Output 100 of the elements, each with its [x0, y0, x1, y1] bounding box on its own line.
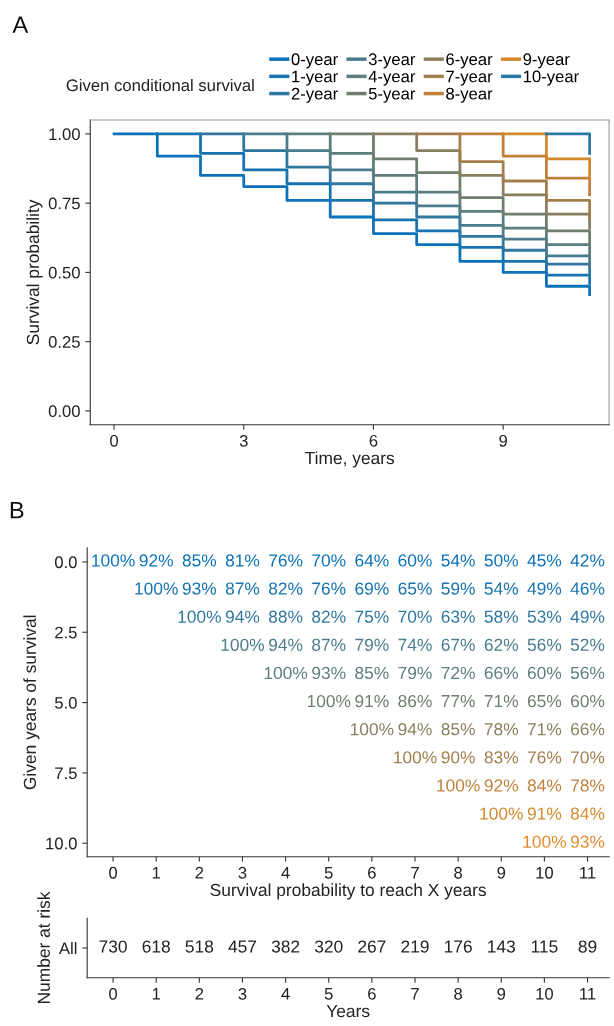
x-tick-label: 11 [580, 867, 596, 879]
data-label: 65% [398, 582, 432, 595]
x-tick-label: 10 [536, 866, 554, 879]
legend-label: 9-year [523, 53, 570, 69]
y-tick-label: 0.25 [48, 336, 80, 348]
x-tick-label: 8 [454, 987, 463, 1000]
x-tick-label: 4 [281, 988, 290, 1000]
data-label: 93% [312, 666, 346, 680]
data-label: 76% [312, 582, 346, 595]
data-label: 60% [527, 666, 562, 680]
x-axis-title: Years [326, 1005, 370, 1018]
x-tick-label: 0 [110, 434, 119, 447]
data-label: 82% [268, 582, 303, 595]
y-tick-label: 0.0 [54, 556, 77, 569]
legend-label: 4-year [368, 70, 416, 86]
data-label: 92% [139, 554, 173, 567]
data-label: 65% [527, 694, 562, 708]
data-label: 69% [355, 582, 389, 595]
x-tick-label: 3 [238, 987, 247, 1000]
x-tick-label: 3 [239, 434, 248, 447]
data-label: 59% [441, 582, 475, 595]
chart-title: A [12, 16, 29, 33]
x-tick-label: 9 [499, 434, 508, 447]
data-label: 100% [523, 835, 566, 848]
y-tick-label: 0.50 [48, 266, 80, 279]
data-label: 94% [225, 610, 260, 623]
data-label: 93% [570, 835, 605, 848]
data-label: 88% [268, 610, 303, 623]
data-label: 79% [355, 638, 389, 651]
legend-label: 7-year [446, 70, 493, 86]
data-label: 518 [185, 940, 214, 953]
data-label: 618 [142, 940, 170, 953]
legend-label: 3-year [368, 53, 416, 69]
data-label: 76% [269, 554, 303, 567]
data-label: 93% [182, 582, 217, 595]
x-tick-label: 2 [195, 987, 204, 1000]
data-label: 60% [571, 694, 605, 708]
legend-label: 0-year [291, 53, 338, 69]
data-label: 78% [484, 723, 519, 736]
x-tick-label: 3 [238, 866, 247, 879]
data-label: 71% [484, 695, 519, 708]
data-label: 100% [178, 610, 221, 623]
data-label: 79% [398, 666, 432, 680]
data-label: 82% [312, 610, 346, 623]
x-axis-title: Survival probability to reach X years [210, 883, 486, 900]
x-tick-label: 9 [497, 987, 506, 1000]
data-label: 87% [312, 638, 346, 651]
data-label: 53% [527, 610, 562, 623]
x-tick-label: 0 [109, 987, 118, 1000]
data-label: 92% [484, 779, 519, 792]
x-tick-label: 6 [368, 866, 376, 879]
y-tick-label: 1.00 [49, 128, 80, 141]
y-tick-label: 0.00 [48, 405, 80, 418]
legend-label: 8-year [446, 87, 493, 103]
y-tick-label: 10.0 [46, 837, 77, 850]
data-label: 64% [355, 554, 389, 567]
data-label: 90% [441, 751, 475, 764]
data-label: 176 [444, 940, 472, 953]
data-label: 70% [398, 610, 432, 623]
data-label: 49% [527, 582, 562, 595]
chart-title: B [10, 502, 24, 519]
x-tick-label: 7 [411, 867, 419, 879]
x-tick-label: 1 [152, 988, 161, 1000]
data-label: 54% [441, 554, 475, 567]
data-label: 87% [225, 582, 260, 595]
data-label: 67% [441, 638, 475, 651]
x-tick-label: 7 [411, 988, 419, 1000]
y-tick-label: 5.0 [54, 696, 77, 709]
x-tick-label: 1 [152, 867, 161, 879]
data-label: 457 [228, 940, 257, 953]
data-label: 382 [271, 940, 300, 953]
data-label: 42% [570, 554, 605, 567]
legend-label: 5-year [368, 87, 416, 103]
x-tick-label: 0 [109, 866, 118, 879]
data-label: 100% [307, 694, 351, 708]
data-label: 85% [355, 666, 389, 680]
data-label: 70% [571, 751, 605, 764]
data-label: 83% [484, 751, 519, 764]
legend-label: 10-year [523, 70, 579, 86]
data-label: 219 [401, 940, 429, 953]
data-label: 85% [441, 723, 475, 736]
data-label: 267 [358, 940, 386, 953]
data-label: 86% [398, 694, 432, 708]
y-axis-title: Number at risk [37, 891, 50, 1004]
data-label: 66% [571, 723, 605, 736]
data-label: 94% [269, 638, 303, 651]
data-label: 91% [355, 694, 389, 708]
legend-label: 6-year [446, 53, 493, 69]
data-label: 100% [394, 751, 437, 764]
data-label: 63% [441, 610, 475, 623]
legend-label: 2-year [291, 87, 338, 103]
x-tick-label: 10 [536, 987, 554, 1000]
y-tick-label: All [58, 941, 77, 955]
y-axis-title: Given years of survival [23, 615, 40, 790]
data-label: 100% [92, 554, 135, 567]
x-tick-label: 9 [497, 866, 506, 879]
data-label: 100% [135, 582, 178, 595]
x-tick-label: 4 [281, 867, 290, 879]
data-label: 75% [355, 610, 389, 623]
data-label: 60% [398, 554, 432, 567]
